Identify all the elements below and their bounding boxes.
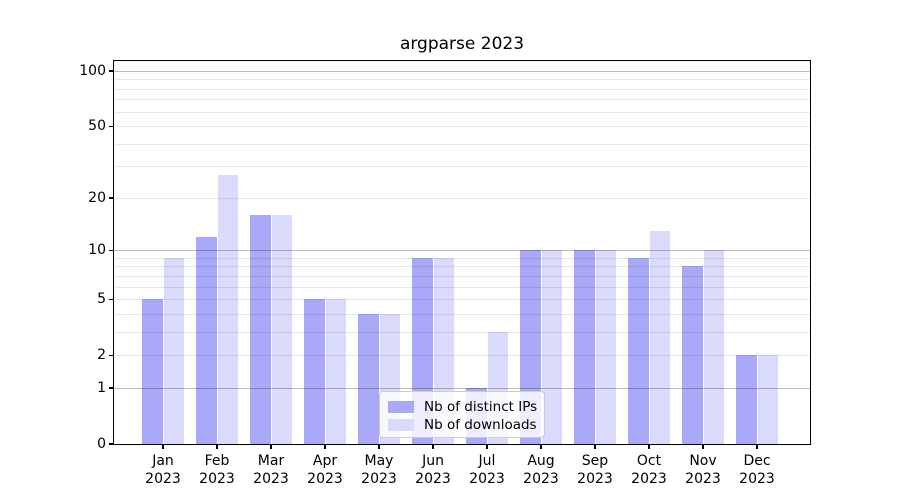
gridline-minor-80: [114, 88, 810, 90]
legend-item-downloads: Nb of downloads: [384, 416, 537, 434]
gridline-minor-7: [114, 275, 810, 277]
y-tick-label-2: 2: [97, 347, 106, 364]
y-tick-mark-0: [109, 443, 114, 445]
y-tick-mark-1: [109, 387, 114, 389]
x-tick-mark-jun: [432, 444, 434, 449]
bar-ips-feb: [196, 236, 217, 444]
x-tick-label-jan: Jan 2023: [145, 453, 181, 487]
x-tick-label-jul: Jul 2023: [469, 453, 505, 487]
x-tick-mark-nov: [702, 444, 704, 449]
bar-ips-nov: [682, 266, 703, 444]
x-tick-label-nov: Nov 2023: [685, 453, 721, 487]
y-tick-label-10: 10: [88, 242, 106, 259]
x-tick-mark-dec: [756, 444, 758, 449]
legend-swatch-downloads: [388, 419, 414, 431]
gridline-minor-5: [114, 299, 810, 301]
x-tick-mark-may: [378, 444, 380, 449]
bar-ips-oct: [628, 257, 649, 444]
legend: Nb of distinct IPs Nb of downloads: [379, 391, 545, 438]
gridline-minor-6: [114, 286, 810, 288]
gridline-minor-3: [114, 331, 810, 333]
gridline-minor-9: [114, 257, 810, 259]
gridline-minor-4: [114, 313, 810, 315]
x-tick-label-mar: Mar 2023: [253, 453, 289, 487]
gridline-minor-40: [114, 143, 810, 145]
bar-ips-jan: [142, 299, 163, 444]
y-tick-mark-10: [109, 249, 114, 251]
gridline-major-10: [114, 250, 810, 252]
bar-downloads-oct: [649, 230, 670, 444]
y-tick-label-100: 100: [79, 63, 106, 79]
bar-downloads-aug: [541, 250, 562, 444]
bar-downloads-jan: [163, 257, 184, 444]
y-tick-mark-20: [109, 197, 114, 199]
legend-swatch-distinct-ips: [388, 401, 414, 413]
y-tick-label-0: 0: [97, 436, 106, 452]
gridline-minor-2: [114, 355, 810, 357]
x-tick-mark-jan: [162, 444, 164, 449]
bar-downloads-nov: [703, 250, 724, 444]
bar-downloads-sep: [595, 250, 616, 444]
legend-label-downloads: Nb of downloads: [424, 417, 537, 433]
y-tick-label-50: 50: [88, 118, 106, 135]
y-tick-label-20: 20: [88, 189, 106, 206]
x-tick-label-dec: Dec 2023: [739, 453, 775, 487]
x-tick-label-oct: Oct 2023: [631, 453, 667, 487]
y-tick-mark-100: [109, 70, 114, 72]
gridline-major-100: [114, 71, 810, 72]
y-tick-mark-5: [109, 298, 114, 300]
gridline-minor-60: [114, 111, 810, 113]
x-tick-label-feb: Feb 2023: [199, 453, 235, 487]
plot-area: [114, 61, 810, 444]
x-tick-label-apr: Apr 2023: [307, 453, 343, 487]
x-tick-mark-mar: [270, 444, 272, 449]
bar-ips-mar: [250, 215, 271, 444]
bar-ips-sep: [574, 250, 595, 444]
bar-downloads-apr: [325, 299, 346, 444]
x-tick-mark-sep: [594, 444, 596, 449]
x-tick-mark-jul: [486, 444, 488, 449]
x-tick-mark-apr: [324, 444, 326, 449]
bar-ips-may: [358, 313, 379, 444]
bar-downloads-dec: [757, 355, 778, 444]
x-tick-label-may: May 2023: [361, 453, 397, 487]
bar-downloads-feb: [217, 174, 238, 444]
chart-title: argparse 2023: [399, 34, 525, 54]
x-tick-mark-aug: [540, 444, 542, 449]
y-tick-label-1: 1: [97, 379, 106, 396]
gridline-minor-90: [114, 79, 810, 81]
x-tick-label-jun: Jun 2023: [415, 453, 451, 487]
bar-ips-apr: [304, 299, 325, 444]
x-tick-mark-oct: [648, 444, 650, 449]
gridline-minor-8: [114, 266, 810, 268]
x-tick-label-aug: Aug 2023: [523, 453, 559, 487]
gridline-minor-20: [114, 197, 810, 199]
gridline-minor-30: [114, 166, 810, 168]
y-tick-mark-50: [109, 125, 114, 127]
y-tick-label-5: 5: [97, 291, 106, 308]
x-tick-label-sep: Sep 2023: [577, 453, 613, 487]
bar-downloads-mar: [271, 215, 292, 444]
legend-item-distinct-ips: Nb of distinct IPs: [384, 398, 538, 416]
x-tick-mark-feb: [216, 444, 218, 449]
gridline-minor-50: [114, 126, 810, 128]
y-tick-mark-2: [109, 354, 114, 356]
bar-ips-dec: [736, 355, 757, 444]
legend-label-distinct-ips: Nb of distinct IPs: [424, 399, 538, 415]
gridline-minor-70: [114, 99, 810, 101]
gridline-major-1: [114, 387, 810, 389]
